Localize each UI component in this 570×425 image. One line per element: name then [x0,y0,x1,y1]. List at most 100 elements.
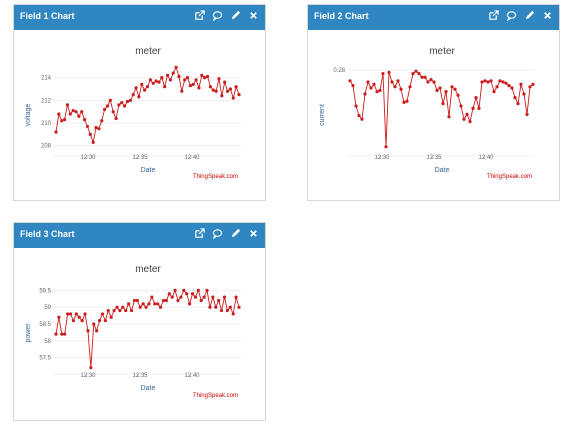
data-point[interactable] [205,288,209,292]
data-point[interactable] [108,98,112,102]
data-point[interactable] [174,65,178,70]
data-point[interactable] [85,124,90,129]
data-point[interactable] [182,288,186,292]
data-point[interactable] [71,108,75,113]
data-point[interactable] [120,100,124,105]
data-point[interactable] [234,85,238,89]
data-point[interactable] [399,87,403,91]
data-point[interactable] [183,78,187,82]
data-point[interactable] [80,110,84,114]
data-point[interactable] [150,295,154,299]
data-point[interactable] [103,319,107,323]
data-point[interactable] [63,332,67,336]
data-point[interactable] [176,298,180,303]
data-point[interactable] [222,295,227,299]
comment-icon[interactable] [506,10,517,21]
data-point[interactable] [510,86,514,90]
data-point[interactable] [135,298,139,303]
data-point[interactable] [57,112,61,116]
data-point[interactable] [507,84,511,88]
data-point[interactable] [202,295,206,299]
edit-icon[interactable] [230,228,241,239]
data-point[interactable] [71,319,76,323]
data-point[interactable] [462,117,466,121]
data-point[interactable] [167,292,171,296]
external-link-icon[interactable] [194,228,205,239]
data-point[interactable] [360,117,364,121]
data-point[interactable] [237,305,241,309]
data-point[interactable] [177,74,181,79]
data-point[interactable] [197,86,201,90]
data-point[interactable] [408,85,412,89]
data-point[interactable] [438,86,442,90]
data-point[interactable] [83,312,87,316]
data-point[interactable] [173,288,177,292]
data-point[interactable] [111,110,115,114]
data-point[interactable] [68,312,73,316]
data-point[interactable] [453,87,457,91]
data-point[interactable] [199,298,203,303]
data-point[interactable] [57,315,61,319]
data-point[interactable] [354,104,358,108]
data-point[interactable] [190,292,195,296]
data-point[interactable] [220,94,224,98]
thingspeak-credit[interactable]: ThingSpeak.com [487,174,532,180]
data-point[interactable] [66,312,70,316]
data-point[interactable] [188,302,192,306]
data-point[interactable] [459,104,463,108]
data-point[interactable] [366,80,370,84]
data-point[interactable] [200,73,204,77]
data-point[interactable] [441,102,445,106]
data-point[interactable] [211,295,215,299]
data-point[interactable] [429,78,433,82]
data-point[interactable] [137,95,141,99]
data-point[interactable] [205,74,210,79]
data-point[interactable] [234,295,238,299]
data-point[interactable] [89,366,93,370]
data-point[interactable] [114,116,118,121]
data-point[interactable] [525,112,529,116]
data-point[interactable] [125,99,130,104]
data-point[interactable] [411,72,415,76]
data-point[interactable] [163,85,167,89]
thingspeak-credit[interactable]: ThingSpeak.com [193,174,238,180]
data-point[interactable] [393,85,397,89]
data-point[interactable] [121,305,125,309]
data-point[interactable] [519,82,523,86]
data-point[interactable] [54,130,58,134]
data-point[interactable] [124,308,128,313]
data-point[interactable] [147,302,151,306]
data-point[interactable] [217,77,221,81]
data-point[interactable] [160,76,164,80]
data-point[interactable] [60,332,64,336]
data-point[interactable] [214,89,218,93]
data-point[interactable] [151,81,155,85]
data-point[interactable] [363,92,367,96]
close-icon[interactable] [248,228,259,239]
data-point[interactable] [196,288,200,292]
data-point[interactable] [106,308,110,313]
data-point[interactable] [372,82,376,86]
data-point[interactable] [168,78,172,82]
data-point[interactable] [471,106,475,110]
data-point[interactable] [489,79,493,83]
comment-icon[interactable] [212,10,223,21]
data-point[interactable] [211,88,215,92]
data-point[interactable] [74,110,78,114]
data-point[interactable] [217,298,221,303]
data-point[interactable] [105,104,110,108]
data-point[interactable] [179,295,183,299]
data-point[interactable] [423,75,427,79]
data-point[interactable] [219,308,224,313]
close-icon[interactable] [542,10,553,21]
data-point[interactable] [118,308,122,313]
data-point[interactable] [191,82,195,87]
data-point[interactable] [501,80,505,84]
data-point[interactable] [62,118,67,122]
data-point[interactable] [164,298,168,303]
data-point[interactable] [129,308,134,313]
data-point[interactable] [405,99,409,103]
data-point[interactable] [504,81,508,85]
data-point[interactable] [123,104,127,108]
data-point[interactable] [156,302,160,306]
